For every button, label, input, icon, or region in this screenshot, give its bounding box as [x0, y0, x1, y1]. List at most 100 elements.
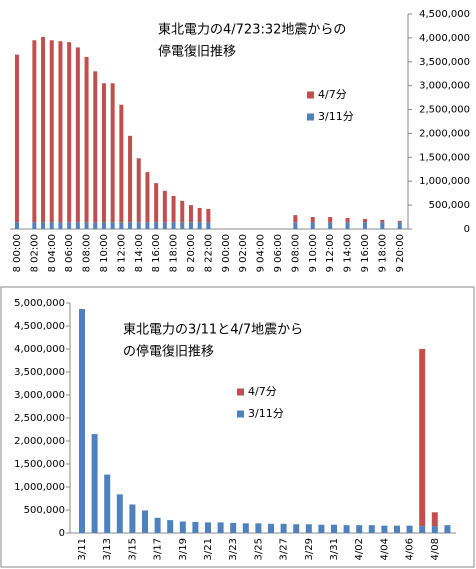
bar: [145, 172, 150, 223]
x-tick-label: 9 14:00: [343, 234, 354, 272]
bar: [293, 222, 298, 229]
bar: [230, 522, 237, 533]
y-tick-label: 4,500,000: [14, 321, 65, 332]
bar: [110, 222, 115, 229]
bar: [381, 525, 388, 533]
x-tick-label: 9 18:00: [377, 234, 388, 272]
bar: [255, 523, 262, 533]
y-tick-label: 3,500,000: [419, 57, 470, 68]
bar: [431, 512, 438, 527]
x-tick-label: 9 00:00: [221, 234, 232, 272]
bar: [206, 208, 211, 223]
bar: [104, 474, 111, 533]
bar: [310, 217, 315, 223]
bar: [49, 40, 54, 223]
bar: [305, 524, 312, 533]
legend-label: 4/7分: [318, 88, 347, 101]
bar: [192, 521, 199, 533]
bar: [162, 222, 167, 229]
bar: [205, 522, 211, 533]
x-tick-label: 3/13: [102, 538, 113, 560]
bar: [67, 42, 72, 223]
legend-swatch: [237, 388, 244, 396]
bar: [154, 517, 161, 533]
chart-border: [0, 286, 475, 568]
bar: [431, 526, 438, 533]
bar: [154, 183, 159, 223]
bar: [91, 434, 98, 533]
y-tick-label: 2,000,000: [14, 436, 65, 447]
y-tick-label: 0: [464, 224, 470, 235]
x-tick-label: 4/08: [430, 538, 441, 560]
x-tick-label: 8 20:00: [186, 234, 197, 272]
y-tick-label: 3,500,000: [14, 367, 65, 378]
bar: [75, 47, 80, 223]
x-tick-label: 3/17: [153, 538, 164, 560]
y-tick-label: 500,000: [24, 505, 65, 516]
bar: [119, 104, 124, 223]
legend-label: 3/11分: [318, 110, 354, 123]
bar: [362, 222, 367, 229]
x-tick-label: 9 02:00: [238, 234, 249, 272]
x-tick-label: 8 06:00: [64, 234, 75, 272]
bar: [197, 222, 202, 229]
bar: [345, 222, 350, 229]
y-tick-label: 2,500,000: [14, 413, 65, 424]
x-tick-label: 8 00:00: [12, 234, 23, 272]
y-tick-label: 2,500,000: [419, 105, 470, 116]
bar: [32, 222, 37, 229]
y-tick-label: 2,000,000: [419, 128, 470, 139]
x-tick-label: 8 12:00: [116, 234, 127, 272]
x-tick-label: 3/25: [253, 538, 264, 560]
x-tick-label: 8 14:00: [134, 234, 145, 272]
y-tick-label: 1,500,000: [419, 152, 470, 163]
y-tick-label: 0: [59, 528, 65, 539]
bar: [180, 222, 185, 229]
bar: [136, 158, 141, 223]
x-tick-label: 9 12:00: [325, 234, 336, 272]
x-tick-label: 9 06:00: [273, 234, 284, 272]
x-tick-label: 8 10:00: [99, 234, 110, 272]
x-tick-label: 8 04:00: [47, 234, 58, 272]
bar: [84, 57, 89, 223]
bar: [128, 222, 133, 229]
bar: [188, 222, 193, 229]
chart-title: 東北電力の3/11と4/7地震から: [123, 322, 303, 338]
chart-title: 東北電力の4/723:32地震からの: [158, 22, 346, 38]
bar: [188, 205, 193, 223]
bar: [310, 222, 315, 229]
bar: [119, 222, 124, 229]
x-tick-label: 9 20:00: [395, 234, 406, 272]
bar: [328, 222, 333, 229]
bar: [179, 521, 186, 533]
x-tick-label: 8 08:00: [82, 234, 93, 272]
bar: [180, 200, 185, 223]
y-tick-label: 1,500,000: [14, 459, 65, 470]
x-tick-label: 4/02: [354, 538, 365, 560]
bar: [362, 218, 367, 223]
bar: [128, 135, 133, 223]
bar: [136, 222, 141, 229]
bar: [67, 222, 72, 229]
bar: [129, 504, 136, 533]
bar: [280, 523, 287, 533]
bar: [58, 222, 63, 229]
y-tick-label: 1,000,000: [419, 176, 470, 187]
bar: [14, 54, 19, 223]
bar: [101, 83, 106, 223]
bar: [397, 220, 402, 223]
x-tick-label: 3/31: [329, 538, 340, 560]
x-tick-label: 3/11: [77, 538, 88, 560]
x-tick-label: 3/23: [228, 538, 239, 560]
bar: [167, 520, 174, 533]
y-tick-label: 500,000: [429, 200, 470, 211]
bar: [93, 222, 98, 229]
chart-title: の停電復旧推移: [123, 344, 214, 360]
x-tick-label: 8 22:00: [203, 234, 214, 272]
x-tick-label: 4/06: [405, 538, 416, 560]
bar: [93, 71, 98, 223]
bar: [145, 222, 150, 229]
bar: [162, 190, 167, 223]
x-tick-label: 8 02:00: [29, 234, 40, 272]
